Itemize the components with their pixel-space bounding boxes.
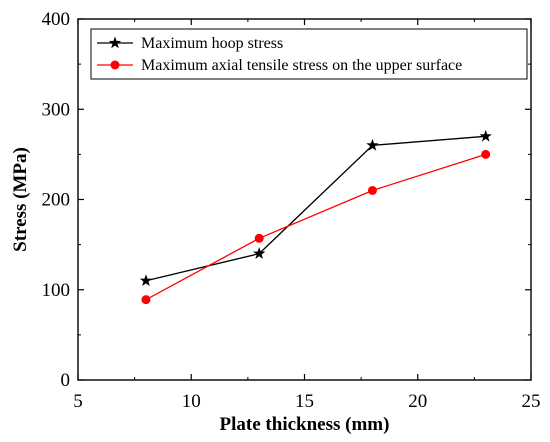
x-tick-label: 20 <box>408 391 427 412</box>
legend-marker <box>110 60 120 70</box>
series-layer <box>139 129 492 305</box>
data-point <box>139 274 153 286</box>
series-line <box>145 135 486 282</box>
data-point <box>479 129 492 142</box>
x-axis-title: Plate thickness (mm) <box>220 414 390 435</box>
x-tick-label: 10 <box>182 391 201 412</box>
y-tick-label: 100 <box>42 280 71 301</box>
tick-labels: 5 10 15 20 25 0 100 200 300 400 <box>42 9 541 412</box>
x-tick-label: 5 <box>73 391 83 412</box>
legend-label: Maximum axial tensile stress on the uppe… <box>141 57 462 74</box>
data-point <box>254 233 264 243</box>
y-axis-title: Stress (MPa) <box>10 147 31 252</box>
legend-marker <box>108 36 122 49</box>
series-line <box>145 153 486 301</box>
y-tick-label: 400 <box>42 9 71 30</box>
legend-box <box>90 28 528 80</box>
y-tick-label: 0 <box>61 370 71 391</box>
legend: Maximum hoop stress Maximum axial tensile… <box>90 28 528 80</box>
x-tick-label: 15 <box>295 391 314 412</box>
y-tick-label: 300 <box>42 99 71 120</box>
series-1 <box>139 129 492 286</box>
legend-label: Maximum hoop stress <box>141 35 283 52</box>
data-point <box>253 247 266 259</box>
data-point <box>367 185 377 195</box>
x-tick-label: 25 <box>522 391 541 412</box>
tick-marks <box>77 18 532 381</box>
data-point <box>481 149 491 159</box>
y-tick-label: 200 <box>42 190 71 211</box>
data-point <box>366 138 379 151</box>
series-2 <box>141 149 491 305</box>
data-point <box>141 295 151 305</box>
